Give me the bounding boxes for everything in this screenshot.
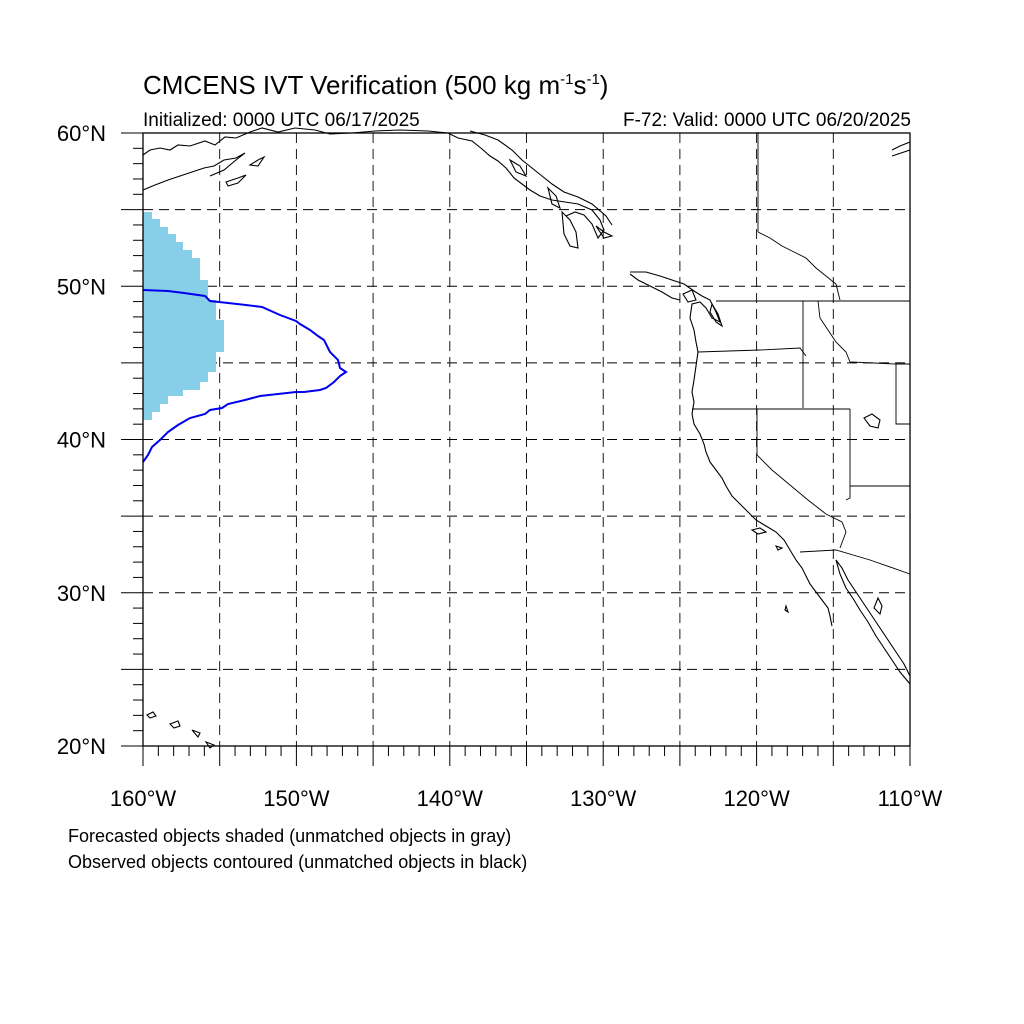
us-mexico-border bbox=[799, 549, 911, 575]
channel-islands bbox=[750, 527, 784, 551]
forecast-shading-note: Forecasted objects shaded (unmatched obj… bbox=[68, 826, 512, 846]
lon-tick-label: 130°W bbox=[570, 786, 637, 811]
observed-object-contour bbox=[142, 289, 348, 463]
alaska-peninsula bbox=[142, 152, 246, 191]
map-frame bbox=[142, 132, 911, 747]
valid-time-label: F-72: Valid: 0000 UTC 06/20/2025 bbox=[623, 110, 911, 131]
map-title: CMCENS IVT Verification (500 kg m-1s-1) bbox=[143, 70, 609, 100]
washington-oregon-border bbox=[697, 347, 807, 357]
lon-tick-label: 120°W bbox=[723, 786, 790, 811]
lon-tick-label: 110°W bbox=[878, 786, 943, 811]
gulf-of-california-coast bbox=[835, 559, 911, 685]
coast-northeast-fragment bbox=[891, 141, 911, 157]
canada-province-border bbox=[757, 231, 841, 301]
west-coastline bbox=[630, 271, 833, 627]
init-time-label: Initialized: 0000 UTC 06/17/2025 bbox=[143, 110, 420, 131]
forecast-object-shading bbox=[143, 212, 224, 420]
alaska-inland-border bbox=[469, 130, 613, 226]
guadalupe-island bbox=[784, 604, 790, 614]
lon-tick-label: 160°W bbox=[110, 786, 177, 811]
lon-tick-label: 150°W bbox=[263, 786, 330, 811]
vancouver-island-coast bbox=[629, 273, 681, 301]
lat-tick-label: 40°N bbox=[57, 428, 106, 453]
nevada-utah-border bbox=[845, 409, 910, 501]
alaska-coastline bbox=[142, 127, 605, 240]
lat-tick-label: 60°N bbox=[57, 121, 106, 146]
hawaiian-islands bbox=[146, 711, 216, 749]
idaho-border bbox=[802, 300, 910, 425]
california-nevada-border bbox=[756, 409, 847, 549]
lon-tick-label: 140°W bbox=[417, 786, 484, 811]
observed-contour-note: Observed objects contoured (unmatched ob… bbox=[68, 852, 528, 872]
lat-tick-label: 20°N bbox=[57, 734, 106, 759]
lat-tick-label: 30°N bbox=[57, 581, 106, 606]
lat-tick-label: 50°N bbox=[57, 274, 106, 299]
